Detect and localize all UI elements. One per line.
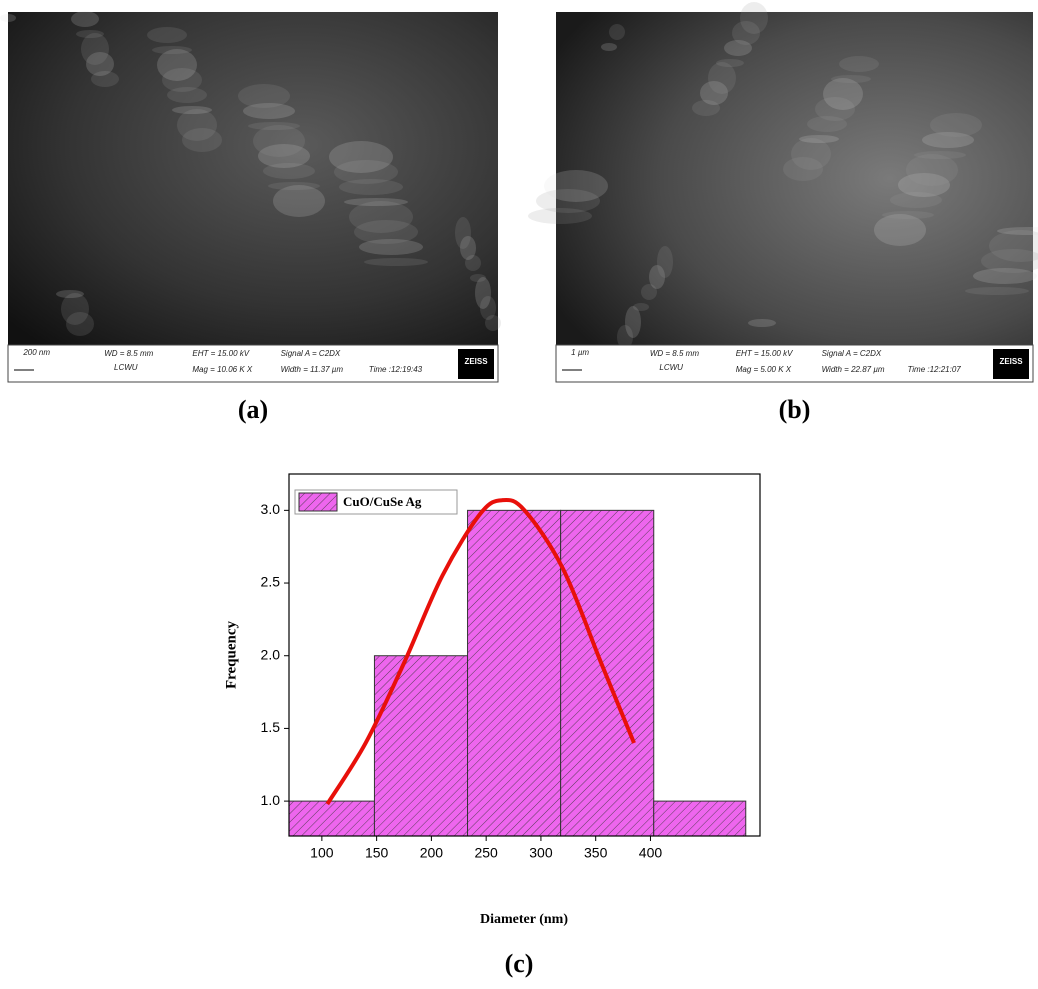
info-text: Width = 22.87 µm	[822, 365, 885, 374]
zeiss-text: ZEISS	[999, 357, 1023, 366]
info-bar	[8, 345, 498, 382]
x-tick-label: 400	[639, 845, 663, 861]
figure: 200 nm WD = 8.5 mm LCWU EHT = 15.00 kV Mag =…	[0, 0, 1038, 984]
sem-texture	[470, 274, 486, 282]
info-text: Signal A = C2DX	[281, 349, 341, 358]
info-text: Time :12:19:43	[369, 365, 423, 374]
y-tick-label: 1.0	[261, 792, 281, 808]
sem-texture	[329, 141, 393, 173]
info-text: Time :12:21:07	[907, 365, 961, 374]
x-axis-label: Diameter (nm)	[480, 912, 568, 927]
x-tick-label: 300	[529, 845, 553, 861]
info-text: Signal A = C2DX	[822, 349, 882, 358]
bar	[468, 510, 561, 836]
info-text: 200 nm	[22, 348, 50, 357]
y-axis-label: Frequency	[223, 620, 239, 689]
info-text: Width = 11.37 µm	[281, 365, 344, 374]
legend-swatch	[299, 493, 337, 511]
info-text: Mag = 5.00 K X	[736, 365, 792, 374]
sem-texture	[740, 2, 768, 34]
sem-texture	[268, 182, 320, 190]
info-text: LCWU	[659, 363, 683, 372]
x-tick-label: 200	[420, 845, 444, 861]
info-text: 1 µm	[571, 348, 589, 357]
sem-texture	[716, 59, 744, 67]
sem-texture	[61, 293, 89, 325]
x-tick-label: 100	[310, 845, 334, 861]
bar	[374, 656, 467, 836]
bar	[289, 801, 374, 836]
sem-texture	[455, 217, 471, 249]
legend-label: CuO/CuSe Ag	[343, 494, 422, 509]
panel-label: (b)	[779, 395, 811, 424]
info-text: LCWU	[114, 363, 138, 372]
x-tick-label: 350	[584, 845, 608, 861]
y-tick-label: 2.5	[261, 574, 281, 590]
info-text: EHT = 15.00 kV	[736, 349, 793, 358]
sem-texture	[799, 135, 839, 143]
sem-texture	[81, 33, 109, 65]
y-tick-label: 1.5	[261, 719, 281, 735]
sem-texture	[633, 303, 649, 311]
sem-texture	[882, 211, 934, 219]
sem-texture	[609, 24, 625, 40]
panel-label: (c)	[505, 949, 534, 978]
info-text: WD = 8.5 mm	[104, 349, 153, 358]
info-bar	[556, 345, 1033, 382]
sem-texture	[172, 106, 212, 114]
sem-texture	[0, 14, 16, 22]
sem-texture	[76, 30, 104, 38]
sem-texture	[56, 290, 84, 298]
zeiss-text: ZEISS	[464, 357, 488, 366]
sem-texture	[914, 151, 966, 159]
sem-texture	[248, 122, 300, 130]
y-tick-label: 2.0	[261, 646, 281, 662]
sem-texture	[831, 75, 871, 83]
info-text: WD = 8.5 mm	[650, 349, 699, 358]
info-text: EHT = 15.00 kV	[192, 349, 249, 358]
sem-texture	[657, 246, 673, 278]
x-tick-label: 150	[365, 845, 389, 861]
sem-texture	[147, 27, 187, 43]
sem-texture	[71, 11, 99, 27]
info-text: Mag = 10.06 K X	[192, 365, 252, 374]
bar	[654, 801, 746, 836]
sem-texture	[364, 258, 428, 266]
x-tick-label: 250	[474, 845, 498, 861]
panel-label: (a)	[238, 395, 268, 424]
y-tick-label: 3.0	[261, 501, 281, 517]
sem-texture	[930, 113, 982, 137]
sem-texture	[238, 84, 290, 108]
sem-texture	[839, 56, 879, 72]
sem-texture	[152, 46, 192, 54]
sem-texture	[965, 287, 1029, 295]
sem-texture	[601, 43, 617, 51]
sem-texture	[344, 198, 408, 206]
sem-texture	[748, 319, 776, 327]
sem-texture	[544, 170, 608, 202]
